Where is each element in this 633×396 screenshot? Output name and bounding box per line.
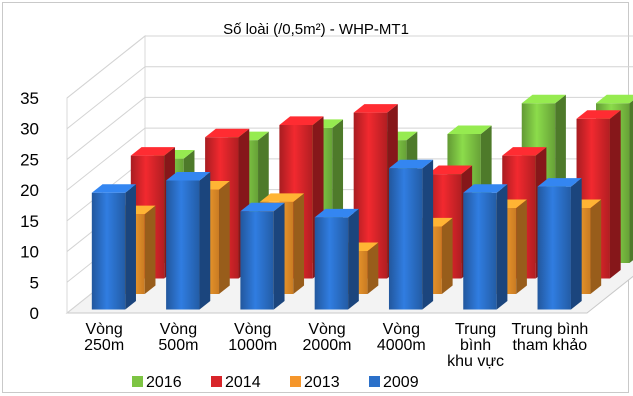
bar-top: [447, 125, 492, 135]
bar-side: [590, 199, 602, 295]
y-tick-label: 30: [20, 120, 39, 139]
bar: [166, 180, 200, 310]
bar: [314, 217, 349, 310]
legend-swatch: [211, 376, 222, 387]
x-category-label: Trung bình khu vực: [447, 321, 504, 370]
bar-side: [348, 208, 359, 310]
bar-top: [205, 128, 250, 138]
bar-top: [576, 110, 621, 119]
bar-top: [130, 147, 175, 156]
bar-side: [199, 171, 211, 310]
bar: [388, 168, 423, 310]
y-axis: 0 5 10 15 20 25 30 35: [20, 89, 39, 323]
bar-top: [596, 94, 633, 104]
legend-swatch: [132, 376, 143, 387]
legend-label: 2013: [304, 374, 340, 391]
y-tick-label: 25: [20, 150, 39, 169]
legend-label: 2009: [383, 374, 419, 391]
bar-top: [314, 208, 359, 218]
bar-side: [441, 217, 453, 295]
bar-side: [293, 193, 305, 295]
y-tick-label: 15: [20, 212, 39, 231]
y-tick-label: 20: [20, 181, 39, 200]
legend-label: 2016: [146, 374, 182, 391]
bar-side: [496, 184, 508, 310]
bar-side: [516, 199, 527, 295]
bar-top: [91, 184, 136, 193]
bars: [91, 94, 633, 310]
bar-side: [125, 184, 136, 310]
bar: [463, 192, 497, 310]
bar-top: [537, 178, 582, 187]
bar-side: [422, 159, 434, 310]
gridline: [66, 127, 633, 191]
x-category-label: Vòng 2000m: [303, 321, 352, 354]
legend-swatch: [369, 376, 380, 387]
x-category-label: Vòng 4000m: [377, 321, 426, 354]
bar-top: [279, 116, 324, 125]
bar-top: [240, 202, 285, 212]
bar-top: [388, 159, 434, 169]
bar-side: [629, 100, 633, 264]
x-category-label: Vòng 250m: [84, 321, 124, 354]
series-2009: [91, 159, 582, 310]
x-category-label: Trung bình tham khảo: [511, 321, 588, 354]
bar-side: [367, 242, 379, 295]
gridline: [66, 35, 633, 99]
bar-side: [219, 181, 230, 295]
legend-swatch: [290, 376, 301, 387]
bar-top: [521, 94, 566, 104]
bar-top: [166, 171, 211, 181]
y-tick-label: 5: [30, 273, 39, 292]
chart-title: Số loài (/0,5m²) - WHP-MT1: [223, 21, 409, 38]
gridline: [66, 66, 633, 130]
x-axis: Vòng 250m Vòng 500m Vòng 1000m Vòng 2000m Vòng 40…: [84, 321, 588, 370]
bar-top: [502, 147, 547, 156]
bar-top: [353, 104, 398, 113]
bar-side: [144, 205, 156, 295]
bar-side: [570, 178, 582, 310]
bar: [240, 211, 274, 310]
bar-side: [273, 202, 285, 310]
bar: [537, 186, 571, 310]
legend-label: 2014: [225, 374, 261, 391]
y-tick-label: 35: [20, 89, 39, 108]
legend: 2016 2014 2013 2009: [132, 374, 419, 391]
bar: [353, 112, 388, 279]
y-tick-label: 0: [30, 304, 39, 323]
y-tick-label: 10: [20, 243, 39, 262]
x-category-label: Vòng 1000m: [228, 321, 277, 354]
bar-top: [259, 193, 305, 202]
bar-top: [427, 165, 473, 175]
bar: [91, 192, 126, 310]
bar-top: [463, 184, 508, 193]
gridline: [66, 96, 633, 160]
bar-side: [609, 110, 621, 279]
x-category-label: Vòng 500m: [158, 321, 198, 354]
